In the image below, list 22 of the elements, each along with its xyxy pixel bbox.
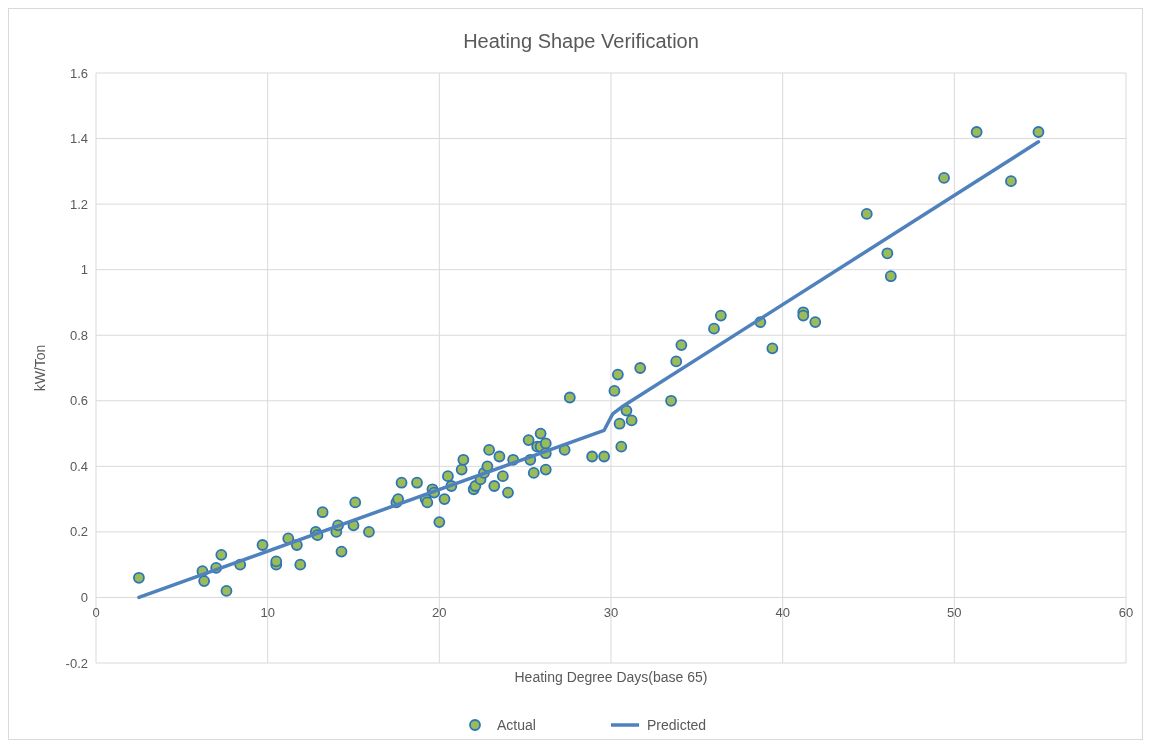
x-tick-label: 30 — [603, 605, 619, 621]
y-axis-title: kW/Ton — [32, 344, 48, 392]
y-tick-label: 0.4 — [69, 458, 88, 474]
x-tick-label: 40 — [775, 605, 790, 621]
x-axis-title: Heating Degree Days(base 65) — [514, 669, 708, 685]
y-tick-label: 1.2 — [69, 196, 88, 212]
y-tick-label: -0.2 — [65, 655, 88, 671]
x-tick-label: 60 — [1118, 605, 1134, 621]
x-tick-label: 20 — [432, 605, 447, 621]
y-tick-label: 1.6 — [69, 65, 88, 81]
legend-label: Predicted — [647, 716, 707, 733]
y-tick-label: 0 — [80, 589, 88, 605]
y-tick-label: 1.4 — [69, 131, 88, 147]
x-tick-label: 0 — [92, 605, 100, 621]
y-tick-label: 1 — [80, 262, 88, 278]
y-tick-label: 0.2 — [69, 524, 88, 540]
legend-label: Actual — [497, 716, 536, 733]
x-tick-label: 50 — [947, 605, 962, 621]
y-tick-label: 0.6 — [69, 393, 88, 409]
y-tick-label: 0.8 — [69, 327, 88, 343]
chart-title: Heating Shape Verification — [463, 30, 699, 52]
x-tick-label: 10 — [260, 605, 275, 621]
